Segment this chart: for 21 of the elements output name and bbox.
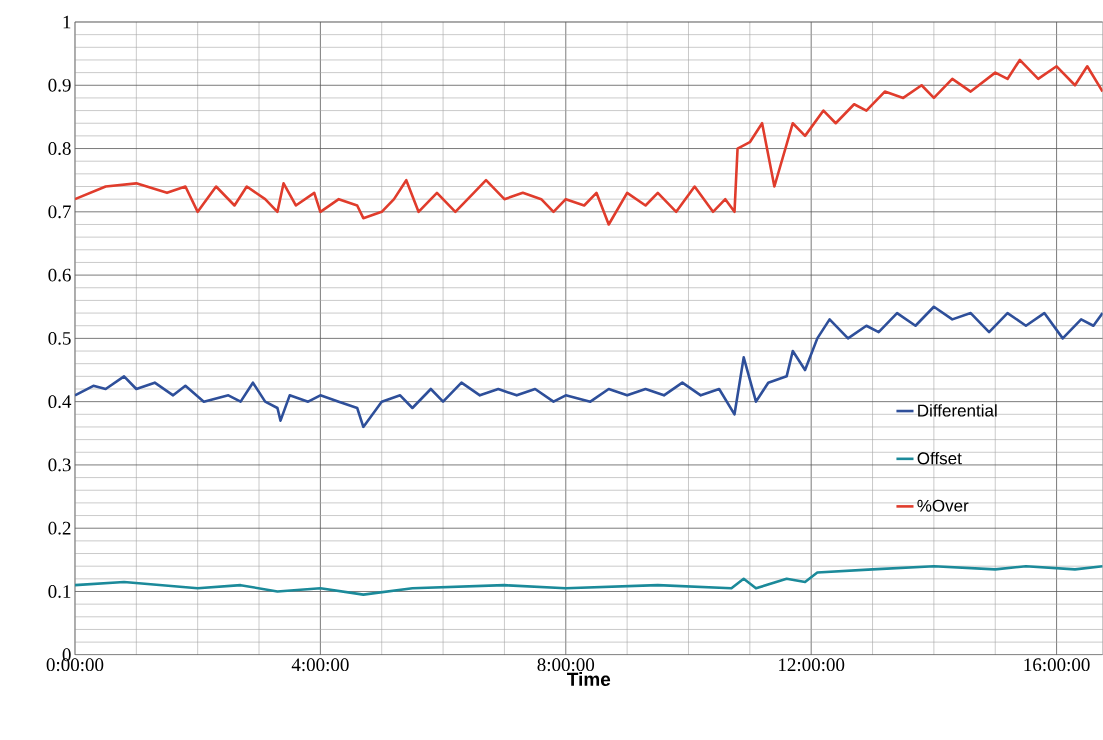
y-tick-label: 0.1 [48,585,71,599]
legend-label: Offset [917,452,962,465]
x-tick-label: 4:00:00 [291,658,349,672]
x-axis-title: Time [567,672,611,687]
line-series [74,565,1103,597]
y-tick-label: 0.6 [48,268,71,282]
y-tick-label: 0.8 [48,142,71,156]
legend-label: %Over [917,499,969,512]
x-tick-label: 8:00:00 [537,658,595,672]
y-tick-label: 0.3 [48,458,71,472]
y-tick-label: 0.7 [48,205,71,219]
y-tick-label: 0.5 [48,332,71,345]
line-series [74,305,1103,429]
legend-label: Differential [918,404,997,417]
x-tick-label: 16:00:00 [1024,658,1090,672]
y-tick-label: 1 [63,15,71,29]
y-tick-label: 0.2 [48,521,71,535]
y-tick-label: 0.4 [48,395,72,409]
line-series [74,58,1103,226]
y-tick-label: 0.9 [48,78,71,92]
x-tick-label: 12:00:00 [779,658,845,672]
